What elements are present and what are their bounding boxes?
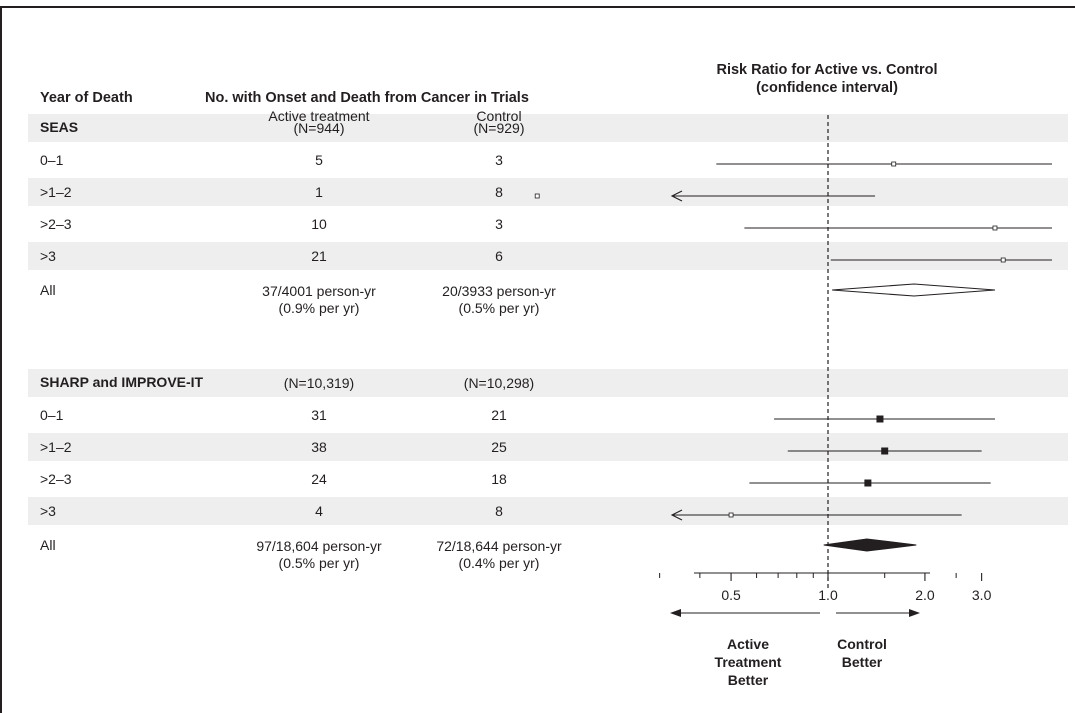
active-rate: (0.9% per yr) (278, 300, 360, 316)
group-label-seas: SEAS (40, 119, 79, 135)
top-rule (0, 6, 1075, 8)
ci-arrow-left (670, 509, 683, 521)
point-estimate (728, 512, 734, 518)
point-estimate (891, 161, 897, 167)
x-tick-label: 1.0 (818, 587, 838, 603)
control-rate: (0.5% per yr) (458, 300, 540, 316)
left-rule (0, 6, 2, 713)
x-tick-label: 0.5 (721, 587, 741, 603)
control-count: 21 (491, 407, 507, 423)
band-sharp-row-2 (28, 433, 1068, 461)
active-count: 31 (311, 407, 327, 423)
row-label: 0–1 (40, 152, 64, 168)
active-count: 24 (311, 471, 327, 487)
active-count: 38 (311, 439, 327, 455)
control-rate: (0.4% per yr) (458, 555, 540, 571)
active-subheader: Active treatment (268, 108, 370, 124)
band-seas-row-4 (28, 242, 1068, 270)
point-estimate (992, 225, 998, 231)
point-estimate (876, 415, 884, 423)
control-count: 18 (491, 471, 507, 487)
band-sharp-row-4 (28, 497, 1068, 525)
active-total: 97/18,604 person-yr (256, 538, 382, 554)
row-label: >1–2 (40, 184, 72, 200)
row-label: >3 (40, 503, 56, 519)
control-count: 3 (495, 216, 503, 232)
x-tick-label: 3.0 (972, 587, 992, 603)
band-seas-row-2 (28, 178, 1068, 206)
point-estimate (864, 479, 872, 487)
row-label: 0–1 (40, 407, 64, 423)
active-better-arrowhead (670, 609, 681, 617)
pooled-diamond (823, 538, 917, 552)
control-count: 6 (495, 248, 503, 264)
active-count: 21 (311, 248, 327, 264)
control-count: 25 (491, 439, 507, 455)
ci-arrow-left (670, 190, 683, 202)
point-estimate (1000, 257, 1006, 263)
active-count: 5 (315, 152, 323, 168)
control-total: 20/3933 person-yr (442, 283, 556, 299)
active-count: 10 (311, 216, 327, 232)
active-better-line-3: Better (727, 672, 769, 688)
active-better-line-2: Treatment (714, 654, 782, 670)
active-better-line-1: Active (726, 636, 770, 652)
sharp-control-n: (N=10,298) (463, 375, 535, 391)
control-total: 72/18,644 person-yr (436, 538, 562, 554)
control-count: 8 (495, 184, 503, 200)
control-better-line-1: Control (837, 636, 887, 652)
seas-control-n: (N=929) (473, 120, 525, 136)
row-label: >2–3 (40, 216, 72, 232)
x-tick-label: 2.0 (915, 587, 935, 603)
sharp-active-n: (N=10,319) (283, 375, 355, 391)
active-total: 37/4001 person-yr (262, 283, 376, 299)
band-seas-header (28, 114, 1068, 142)
plot-title-line-2: (confidence interval) (756, 80, 898, 96)
group-label-sharp-improve-it: SHARP and IMPROVE-IT (40, 374, 204, 390)
control-better-arrowhead (909, 609, 920, 617)
plot-title-line-1: Risk Ratio for Active vs. Control (716, 62, 938, 78)
row-label: >2–3 (40, 471, 72, 487)
pooled-diamond (832, 283, 996, 297)
band-sharp-header (28, 369, 1068, 397)
row-label: >1–2 (40, 439, 72, 455)
seas-active-n: (N=944) (293, 120, 345, 136)
point-estimate (534, 193, 540, 199)
control-count: 3 (495, 152, 503, 168)
row-label: >3 (40, 248, 56, 264)
control-count: 8 (495, 503, 503, 519)
active-count: 1 (315, 184, 323, 200)
count-column-header: No. with Onset and Death from Cancer in … (205, 90, 529, 106)
point-estimate (881, 447, 889, 455)
year-column-header: Year of Death (40, 90, 133, 106)
active-rate: (0.5% per yr) (278, 555, 360, 571)
control-better-line-2: Better (841, 654, 883, 670)
row-label-all: All (40, 537, 56, 553)
active-count: 4 (315, 503, 323, 519)
control-subheader: Control (476, 108, 522, 124)
row-label-all: All (40, 282, 56, 298)
